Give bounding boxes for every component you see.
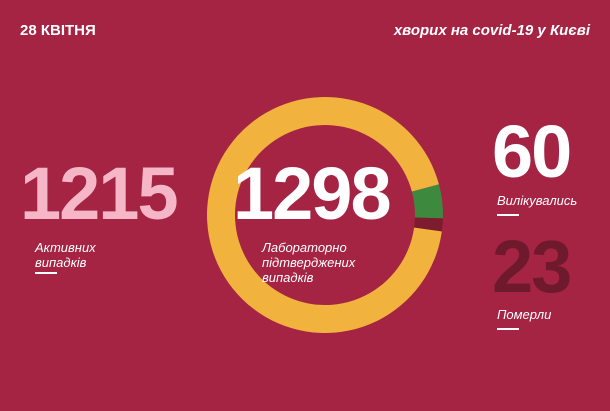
total-label: Лабораторно підтверджених випадків <box>262 240 356 285</box>
divider <box>35 272 57 274</box>
chart-title: хворих на covid-19 у Києві <box>393 22 590 39</box>
deaths-value: 23 <box>492 225 572 308</box>
total-value: 1298 <box>233 152 392 235</box>
date: 28 КВІТНЯ <box>20 22 96 39</box>
recovered-label: Вилікувались <box>497 193 578 208</box>
deaths-label: Померли <box>497 307 552 322</box>
donut-segment <box>414 217 443 232</box>
active-value: 1215 <box>20 152 179 235</box>
recovered-value: 60 <box>492 110 572 193</box>
active-label: Активних випадків <box>35 240 96 270</box>
divider <box>497 214 519 216</box>
divider <box>497 328 519 330</box>
donut-segment <box>411 184 444 219</box>
